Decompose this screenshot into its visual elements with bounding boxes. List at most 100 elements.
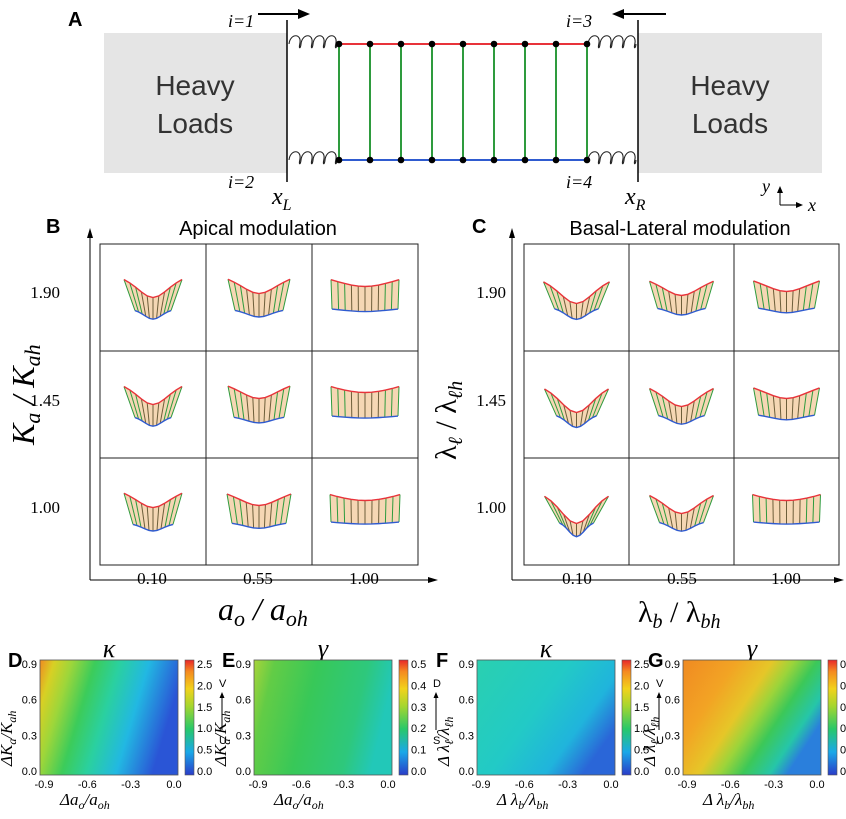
colorbar-top-label: V: [219, 678, 227, 690]
panel-letter-d: D: [8, 650, 22, 672]
tissue-shape: [330, 278, 400, 313]
tissue-shape: [123, 492, 183, 532]
axes-icon: y x: [760, 176, 816, 215]
left-block-line2: Loads: [157, 108, 233, 139]
tissue-shape: [544, 495, 609, 538]
tissue-shape: [649, 387, 714, 425]
heatmap-ytick: 0.9: [459, 659, 474, 671]
colorbar-tick: 2.0: [634, 680, 649, 692]
heatmap-xtick: -0.3: [335, 779, 354, 791]
panel-c-ytick-3: 1.00: [476, 498, 506, 517]
colorbar-top-label: V: [656, 678, 664, 690]
tissue-shape: [544, 388, 609, 429]
node-label-1: i=1: [228, 11, 254, 31]
panel-letter-b: B: [46, 216, 60, 238]
panel-c-xtick-1: 0.10: [562, 569, 592, 588]
panel-b: B Apical modulation 1.90 1.45 1.00 0.10 …: [5, 216, 438, 631]
colorbar-tick: 0.5: [197, 745, 212, 757]
heatmap-xlabel: Δ λb/λbh: [496, 790, 548, 812]
colorbar-tick: 0.0: [411, 766, 426, 778]
panel-letter-g: G: [648, 650, 664, 672]
vertex-node: [552, 156, 560, 164]
cell-row: [335, 40, 591, 164]
heatmap-ytick: 0.9: [236, 659, 251, 671]
heatmap-ytick: 0.9: [22, 659, 37, 671]
heatmap-ylabel: Δ λℓ/λℓh: [640, 717, 662, 767]
colorbar: [827, 659, 838, 776]
heatmap-xtick: -0.9: [35, 779, 54, 791]
colorbar: [398, 659, 409, 776]
colorbar-tick: 1.0: [197, 723, 212, 735]
panel-c-xtick-2: 0.55: [667, 569, 697, 588]
tissue-shape: [227, 278, 291, 318]
panel-c: C Basal-Lateral modulation 1.90 1.45 1.0…: [430, 216, 844, 633]
tissue-shape: [123, 385, 183, 427]
colorbar: [621, 659, 632, 776]
colorbar-top-label: D: [433, 678, 441, 690]
panel-b-ytick-3: 1.00: [30, 498, 60, 517]
heatmap-xtick: 0.0: [603, 779, 618, 791]
heatmap-ytick: 0.0: [459, 766, 474, 778]
tissue-shape: [649, 280, 714, 316]
spring-top-left: [288, 35, 338, 49]
tissue-shape: [226, 493, 292, 530]
axis-x-label: x: [807, 195, 816, 215]
heatmap-ytick: 0.6: [236, 695, 251, 707]
heatmap-xtick: -0.9: [678, 779, 697, 791]
vertex-node: [459, 156, 467, 164]
panel-c-ylabel: λℓ / λℓh: [430, 381, 467, 460]
heatmap-surface: [682, 659, 822, 776]
vertex-node: [490, 40, 498, 48]
vertex-node: [428, 156, 436, 164]
vertex-node: [335, 156, 343, 164]
colorbar-tick: 2.0: [197, 680, 212, 692]
vertex-node: [490, 156, 498, 164]
heatmap-ytick: 0.0: [665, 766, 680, 778]
colorbar-tick: 2.5: [634, 659, 649, 671]
colorbar-tick: 0.4: [840, 680, 846, 692]
heatmap-ytick: 0.9: [665, 659, 680, 671]
heatmap-ylabel: ΔKa/Kah: [211, 711, 233, 767]
heatmap-xtick: -0.3: [558, 779, 577, 791]
colorbar-tick: 1.5: [634, 702, 649, 714]
tissue-shape: [123, 278, 183, 320]
colorbar-tick: 0.1: [840, 745, 846, 757]
tissue-shape: [753, 387, 820, 421]
vertex-node: [583, 156, 591, 164]
colorbar-tick: 0.2: [840, 723, 846, 735]
colorbar-tick: 0.5: [840, 659, 846, 671]
vertex-node: [397, 156, 405, 164]
heatmap-ylabel: Δ λℓ/λℓh: [434, 717, 456, 767]
spring-top-right: [587, 35, 637, 49]
panel-b-xtick-2: 0.55: [243, 569, 273, 588]
colorbar-bottom-label: U: [656, 735, 664, 747]
vertex-node: [521, 40, 529, 48]
colorbar-bottom-label: U: [219, 735, 227, 747]
tissue-shape: [649, 494, 714, 532]
heatmap-ytick: 0.3: [236, 730, 251, 742]
colorbar-tick: 2.5: [197, 659, 212, 671]
colorbar-bottom-label: S: [433, 735, 440, 747]
axis-y-label: y: [760, 176, 770, 196]
heatmap-xtick: -0.6: [721, 779, 740, 791]
heatmap-xlabel: Δ λb/λbh: [702, 790, 754, 812]
heatmap-xtick: -0.3: [764, 779, 783, 791]
panel-b-ytick-1: 1.90: [30, 283, 60, 302]
heatmap-xtick: 0.0: [809, 779, 824, 791]
right-block-line2: Loads: [692, 108, 768, 139]
panel-b-title: Apical modulation: [179, 218, 337, 240]
vertex-node: [583, 40, 591, 48]
node-label-2: i=2: [228, 172, 254, 192]
colorbar-tick: 1.5: [197, 702, 212, 714]
heatmap-title: κ: [540, 634, 553, 663]
heatmap-ytick: 0.3: [22, 730, 37, 742]
heatmap-ytick: 0.3: [459, 730, 474, 742]
colorbar-tick: 0.4: [411, 680, 426, 692]
tissue-shape: [543, 281, 610, 321]
heatmap-surface: [39, 659, 179, 776]
heatmap-xtick: -0.6: [292, 779, 311, 791]
